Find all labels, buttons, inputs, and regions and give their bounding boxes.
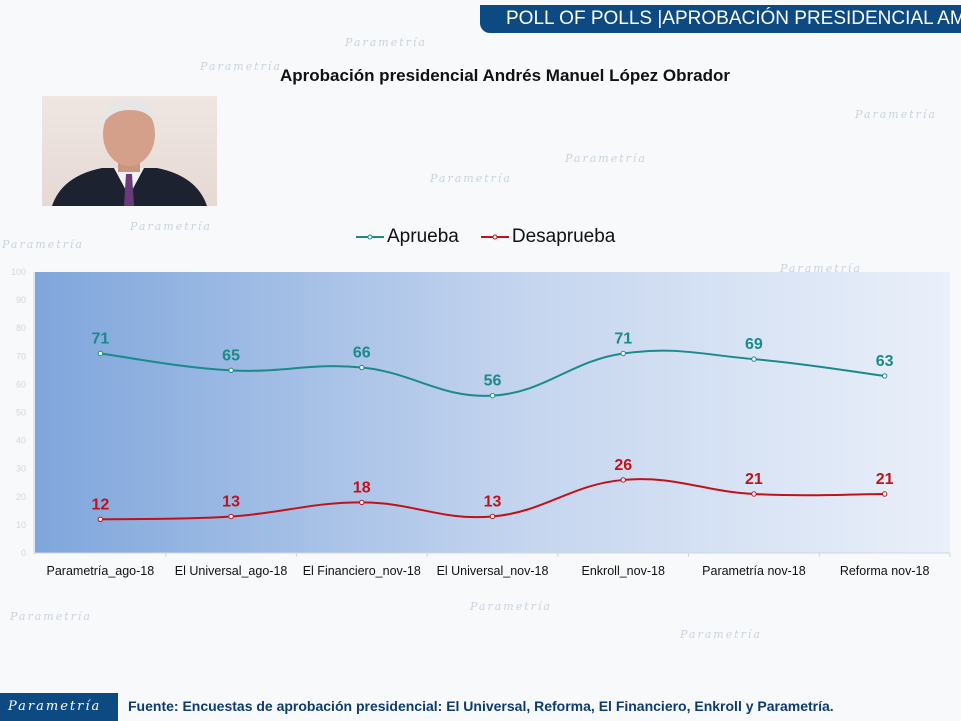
watermark: Parametría — [470, 600, 552, 613]
y-tick-label: 40 — [16, 436, 26, 446]
watermark: Parametría — [680, 628, 762, 641]
data-label: 63 — [876, 353, 894, 370]
watermark: Parametría — [130, 220, 212, 233]
watermark: Parametría — [565, 152, 647, 165]
watermark: Parametría — [780, 262, 862, 275]
data-point — [97, 350, 104, 357]
x-tick-label: El Universal_nov-18 — [437, 564, 549, 578]
data-label: 18 — [353, 479, 371, 496]
legend-label: Desaprueba — [511, 226, 616, 247]
parametria-logo: Parametría — [0, 693, 118, 721]
data-label: 71 — [91, 330, 109, 347]
y-tick-label: 20 — [16, 492, 26, 502]
header-title: POLL OF POLLS |APROBACIÓN PRESIDENCIAL A… — [506, 8, 961, 29]
x-tick-label: Parametría_ago-18 — [47, 564, 155, 578]
data-label: 66 — [353, 345, 371, 362]
y-tick-label: 30 — [16, 464, 26, 474]
legend-line-aprueba-icon — [356, 234, 384, 240]
x-tick-label: Enkroll_nov-18 — [582, 564, 665, 578]
data-label: 12 — [91, 496, 109, 513]
x-tick-label: El Financiero_nov-18 — [303, 564, 421, 578]
data-point — [489, 392, 496, 399]
y-tick-label: 50 — [16, 408, 26, 418]
x-tick-label: Parametría nov-18 — [702, 564, 806, 578]
data-point — [881, 491, 888, 497]
data-point — [751, 491, 757, 497]
watermark: Parametría — [200, 60, 282, 73]
legend-label: Aprueba — [387, 226, 459, 247]
data-point — [620, 477, 626, 483]
line-chart: 0 10 20 30 40 50 60 70 80 90 100 Parametría_ago-18… — [11, 267, 951, 578]
data-point — [751, 356, 757, 362]
y-tick-label: 70 — [16, 351, 26, 361]
watermark: Parametría — [10, 610, 92, 623]
x-tick-label: Reforma nov-18 — [840, 564, 930, 578]
y-tick-label: 0 — [21, 548, 26, 558]
data-point — [620, 350, 626, 357]
y-tick-label: 10 — [16, 520, 26, 530]
legend-item-aprueba: Aprueba — [356, 226, 459, 248]
watermark: Parametría — [430, 172, 512, 185]
data-label: 26 — [614, 457, 632, 474]
data-point — [228, 513, 234, 520]
chart-legend: Aprueba Desaprueba — [356, 226, 615, 248]
data-point — [881, 373, 888, 379]
data-label: 56 — [484, 373, 502, 390]
watermark: Parametría — [2, 238, 84, 251]
data-point — [359, 364, 365, 371]
legend-item-desaprueba: Desaprueba — [480, 226, 616, 248]
x-tick-label: El Universal_ago-18 — [175, 564, 288, 578]
watermark: Parametría — [345, 36, 427, 49]
watermark: Parametría — [855, 108, 937, 121]
data-label: 21 — [876, 471, 894, 488]
data-label: 13 — [222, 493, 240, 510]
data-point — [228, 367, 234, 374]
data-point — [359, 499, 365, 506]
source-note: Fuente: Encuestas de aprobación presiden… — [128, 698, 834, 714]
data-label: 71 — [614, 330, 632, 347]
data-label: 13 — [484, 493, 502, 510]
data-label: 65 — [222, 347, 240, 364]
y-tick-label: 100 — [11, 267, 26, 277]
data-point — [489, 513, 496, 520]
header-banner: POLL OF POLLS |APROBACIÓN PRESIDENCIAL A… — [480, 5, 961, 33]
legend-line-desaprueba-icon — [480, 234, 509, 240]
data-point — [97, 516, 104, 522]
y-tick-label: 60 — [16, 379, 26, 389]
data-label: 21 — [745, 471, 763, 488]
data-label: 69 — [745, 336, 763, 353]
plot-area — [35, 272, 950, 553]
y-tick-label: 80 — [16, 323, 26, 333]
y-tick-label: 90 — [16, 295, 26, 305]
president-photo — [42, 96, 217, 206]
chart-title: Aprobación presidencial Andrés Manuel Ló… — [280, 66, 730, 85]
